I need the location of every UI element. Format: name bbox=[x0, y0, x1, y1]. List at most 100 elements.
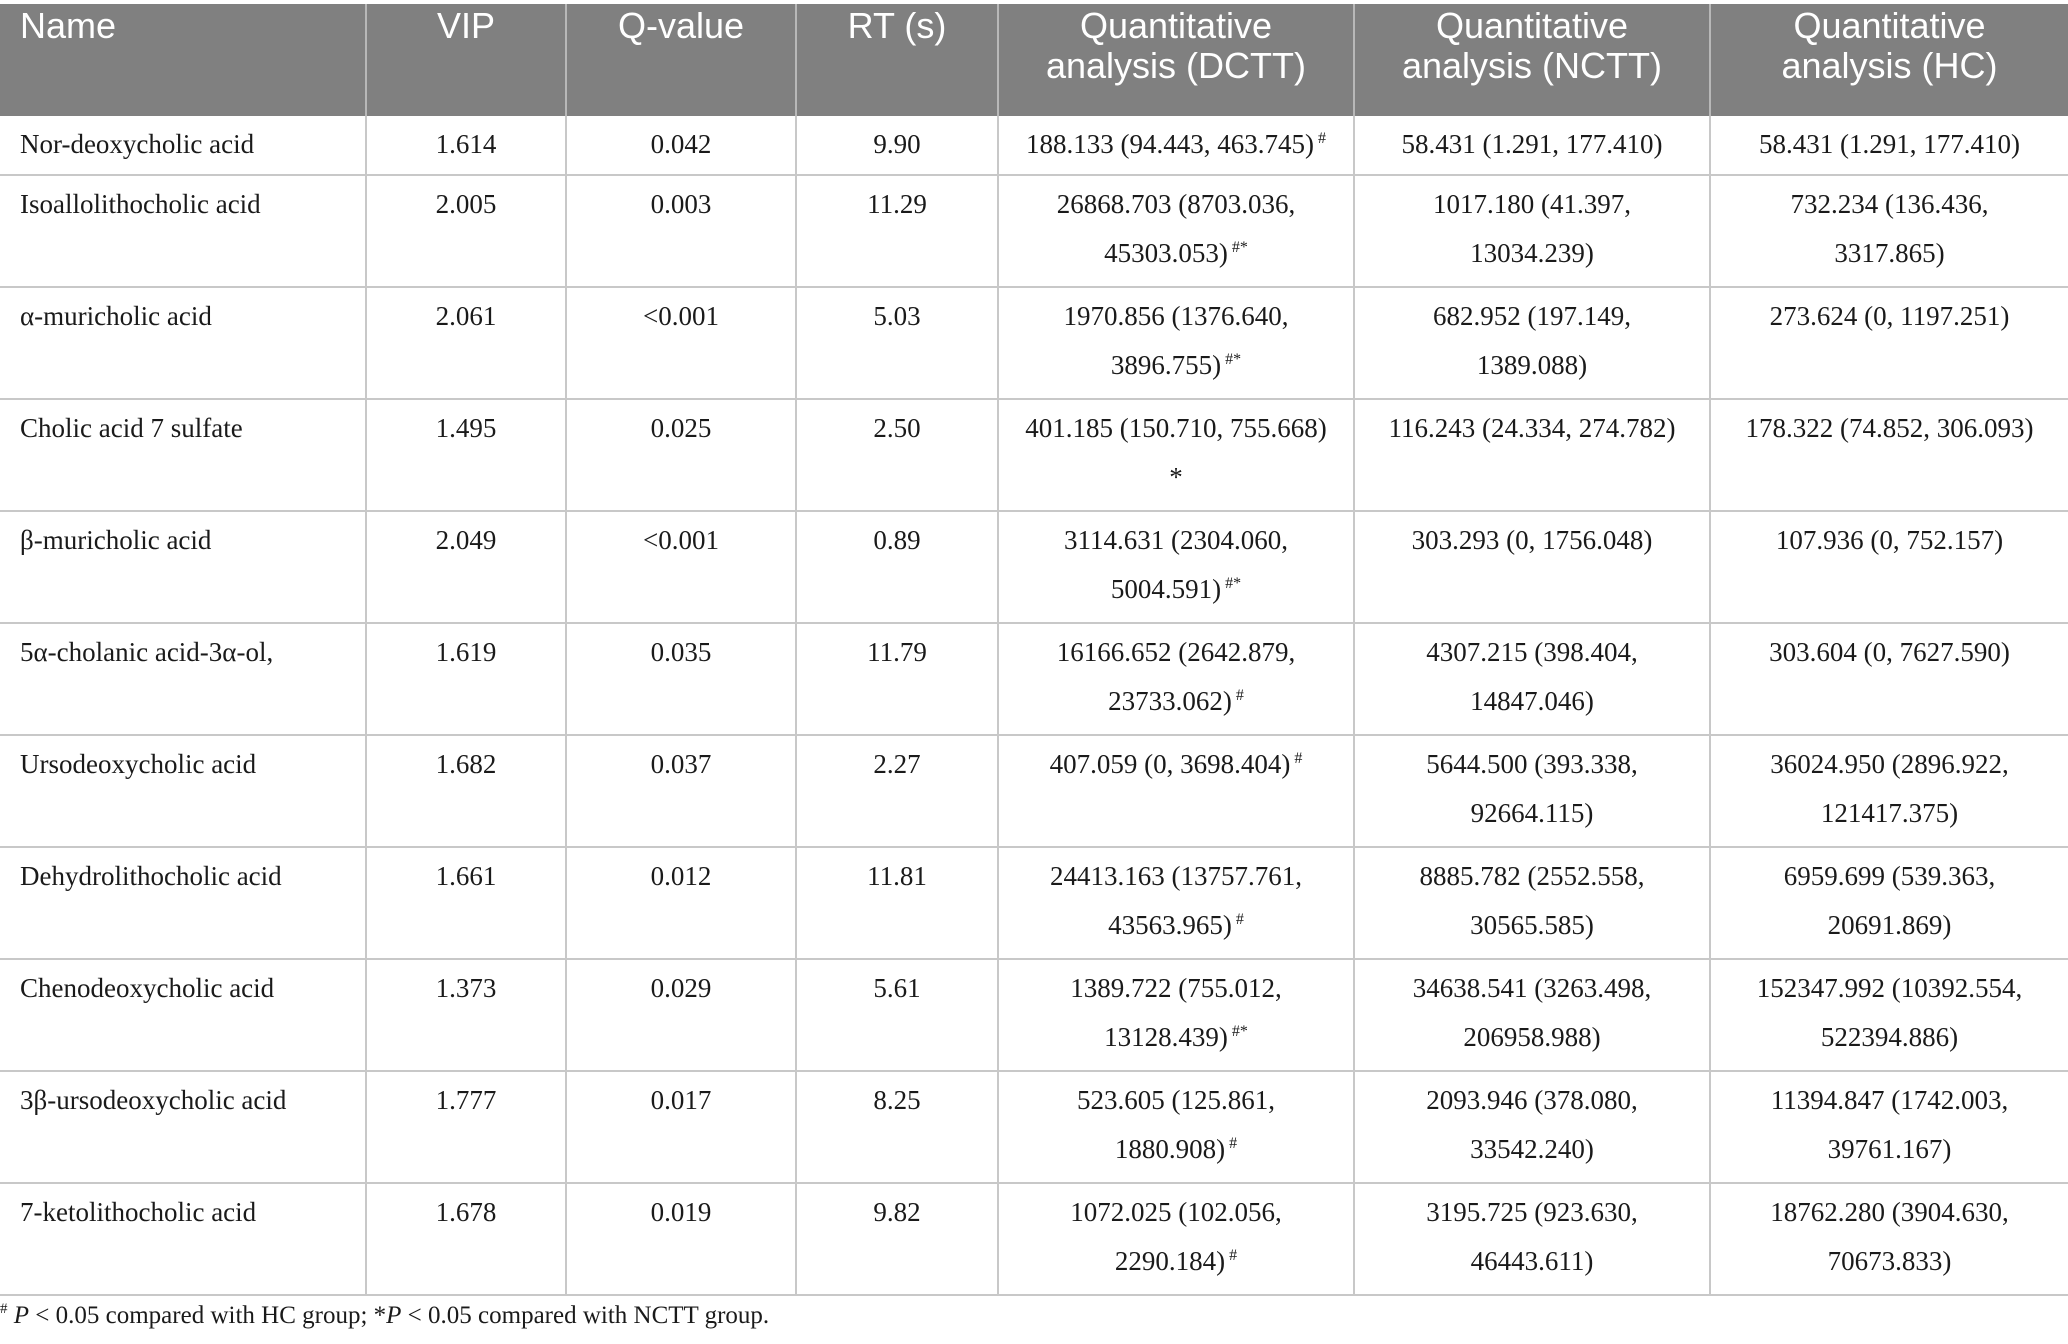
quant-line2: 92664.115) bbox=[1470, 798, 1594, 828]
cell-q-value: 0.035 bbox=[566, 623, 797, 736]
header-label-line1: Quantitative bbox=[1435, 5, 1629, 46]
quant-line1: 1389.722 (755.012, bbox=[1070, 973, 1282, 1003]
quant-line1: 178.322 (74.852, 306.093) bbox=[1745, 413, 2034, 443]
table-row: Cholic acid 7 sulfate 1.495 0.025 2.50 401.1… bbox=[0, 399, 2068, 512]
quant-line2: 23733.062) bbox=[1108, 686, 1232, 716]
cell-nctt: 2093.946 (378.080, 33542.240) bbox=[1354, 1071, 1711, 1184]
cell-vip: 1.682 bbox=[366, 735, 567, 848]
quant-line1: 303.293 (0, 1756.048) bbox=[1411, 525, 1653, 555]
cell-nctt: 1017.180 (41.397, 13034.239) bbox=[1354, 175, 1711, 288]
significance-mark: # bbox=[1229, 1135, 1238, 1152]
cell-nctt: 5644.500 (393.338, 92664.115) bbox=[1354, 735, 1711, 848]
cell-nctt: 4307.215 (398.404, 14847.046) bbox=[1354, 623, 1711, 736]
quant-line2: 2290.184) bbox=[1114, 1246, 1226, 1276]
cell-q-value: 0.029 bbox=[566, 959, 797, 1072]
cell-dctt: 401.185 (150.710, 755.668) * bbox=[998, 399, 1355, 512]
significance-mark: # bbox=[1229, 1247, 1238, 1264]
cell-vip: 1.661 bbox=[366, 847, 567, 960]
cell-nctt: 116.243 (24.334, 274.782) bbox=[1354, 399, 1711, 512]
bile-acid-table: Name VIP Q-value RT (s) Quantitative analysis… bbox=[0, 4, 2068, 1296]
table-row: Dehydrolithocholic acid 1.661 0.012 11.81 24… bbox=[0, 847, 2068, 960]
significance-mark: # bbox=[1294, 750, 1303, 767]
table-footnote: # P < 0.05 compared with HC group; *P < … bbox=[0, 1302, 769, 1330]
quant-line1: 26868.703 (8703.036, bbox=[1056, 189, 1296, 219]
cell-vip: 1.495 bbox=[366, 399, 567, 512]
cell-dctt: 1389.722 (755.012, 13128.439) #* bbox=[998, 959, 1355, 1072]
cell-dctt: 24413.163 (13757.761, 43563.965) # bbox=[998, 847, 1355, 960]
cell-name: 3β-ursodeoxycholic acid bbox=[0, 1071, 367, 1184]
cell-hc: 303.604 (0, 7627.590) bbox=[1710, 623, 2068, 736]
cell-vip: 1.373 bbox=[366, 959, 567, 1072]
cell-rt: 0.89 bbox=[796, 511, 999, 624]
table-row: 3β-ursodeoxycholic acid 1.777 0.017 8.25 523… bbox=[0, 1071, 2068, 1184]
cell-q-value: 0.042 bbox=[566, 116, 797, 176]
cell-rt: 5.03 bbox=[796, 287, 999, 400]
header-label-line1: Quantitative bbox=[1793, 5, 1986, 46]
header-label-line1: Quantitative bbox=[1079, 5, 1273, 46]
cell-q-value: 0.003 bbox=[566, 175, 797, 288]
cell-nctt: 682.952 (197.149, 1389.088) bbox=[1354, 287, 1711, 400]
quant-line2: 121417.375) bbox=[1820, 798, 1959, 828]
significance-mark: #* bbox=[1225, 351, 1242, 368]
header-label-line1: RT (s) bbox=[847, 5, 947, 46]
cell-hc: 152347.992 (10392.554, 522394.886) bbox=[1710, 959, 2068, 1072]
cell-hc: 11394.847 (1742.003, 39761.167) bbox=[1710, 1071, 2068, 1184]
cell-nctt: 303.293 (0, 1756.048) bbox=[1354, 511, 1711, 624]
cell-name: Isoallolithocholic acid bbox=[0, 175, 367, 288]
cell-q-value: 0.017 bbox=[566, 1071, 797, 1184]
cell-vip: 2.005 bbox=[366, 175, 567, 288]
quant-line1: 18762.280 (3904.630, bbox=[1770, 1197, 2009, 1227]
header-nctt: Quantitative analysis (NCTT) bbox=[1354, 4, 1711, 116]
significance-mark: # bbox=[1317, 130, 1326, 147]
header-label-line1: VIP bbox=[436, 5, 496, 46]
cell-vip: 2.049 bbox=[366, 511, 567, 624]
footnote-p-symbol-2: P bbox=[386, 1302, 402, 1329]
quant-line2: 39761.167) bbox=[1827, 1134, 1952, 1164]
quant-line1: 407.059 (0, 3698.404) bbox=[1049, 749, 1291, 779]
cell-name: Cholic acid 7 sulfate bbox=[0, 399, 367, 512]
cell-dctt: 3114.631 (2304.060, 5004.591) #* bbox=[998, 511, 1355, 624]
quant-line2: 1389.088) bbox=[1476, 350, 1588, 380]
quant-line1: 1072.025 (102.056, bbox=[1070, 1197, 1282, 1227]
table-header-row: Name VIP Q-value RT (s) Quantitative analysis… bbox=[0, 4, 2068, 116]
cell-dctt: 16166.652 (2642.879, 23733.062) # bbox=[998, 623, 1355, 736]
data-table-container: Name VIP Q-value RT (s) Quantitative analysis… bbox=[0, 4, 2068, 1296]
cell-rt: 5.61 bbox=[796, 959, 999, 1072]
quant-line1: 2093.946 (378.080, bbox=[1426, 1085, 1638, 1115]
cell-dctt: 407.059 (0, 3698.404) # bbox=[998, 735, 1355, 848]
cell-rt: 11.29 bbox=[796, 175, 999, 288]
quant-line1: 152347.992 (10392.554, bbox=[1756, 973, 2023, 1003]
cell-q-value: 0.012 bbox=[566, 847, 797, 960]
cell-rt: 9.90 bbox=[796, 116, 999, 176]
quant-line2: 70673.833) bbox=[1827, 1246, 1952, 1276]
cell-nctt: 58.431 (1.291, 177.410) bbox=[1354, 116, 1711, 176]
table-row: α-muricholic acid 2.061 <0.001 5.03 1970.856… bbox=[0, 287, 2068, 400]
cell-name: α-muricholic acid bbox=[0, 287, 367, 400]
cell-nctt: 8885.782 (2552.558, 30565.585) bbox=[1354, 847, 1711, 960]
footnote-text-2: < 0.05 compared with NCTT group. bbox=[401, 1302, 770, 1329]
cell-vip: 1.614 bbox=[366, 116, 567, 176]
cell-nctt: 3195.725 (923.630, 46443.611) bbox=[1354, 1183, 1711, 1296]
quant-line2: 206958.988) bbox=[1463, 1022, 1601, 1052]
quant-line2: * bbox=[1169, 462, 1183, 492]
quant-line1: 36024.950 (2896.922, bbox=[1770, 749, 2009, 779]
header-name: Name bbox=[0, 4, 367, 116]
quant-line2: 1880.908) bbox=[1114, 1134, 1226, 1164]
cell-hc: 107.936 (0, 752.157) bbox=[1710, 511, 2068, 624]
quant-line1: 1017.180 (41.397, bbox=[1433, 189, 1631, 219]
cell-hc: 18762.280 (3904.630, 70673.833) bbox=[1710, 1183, 2068, 1296]
cell-q-value: 0.019 bbox=[566, 1183, 797, 1296]
quant-line1: 1970.856 (1376.640, bbox=[1063, 301, 1289, 331]
quant-line2: 30565.585) bbox=[1470, 910, 1594, 940]
cell-dctt: 1072.025 (102.056, 2290.184) # bbox=[998, 1183, 1355, 1296]
quant-line1: 34638.541 (3263.498, bbox=[1412, 973, 1652, 1003]
footnote-hash-mark: # bbox=[0, 1301, 8, 1317]
cell-hc: 273.624 (0, 1197.251) bbox=[1710, 287, 2068, 400]
significance-mark: #* bbox=[1225, 575, 1242, 592]
cell-hc: 178.322 (74.852, 306.093) bbox=[1710, 399, 2068, 512]
cell-nctt: 34638.541 (3263.498, 206958.988) bbox=[1354, 959, 1711, 1072]
cell-rt: 11.79 bbox=[796, 623, 999, 736]
header-label-line1: Q-value bbox=[617, 5, 745, 46]
cell-rt: 2.27 bbox=[796, 735, 999, 848]
quant-line1: 3114.631 (2304.060, bbox=[1064, 525, 1288, 555]
